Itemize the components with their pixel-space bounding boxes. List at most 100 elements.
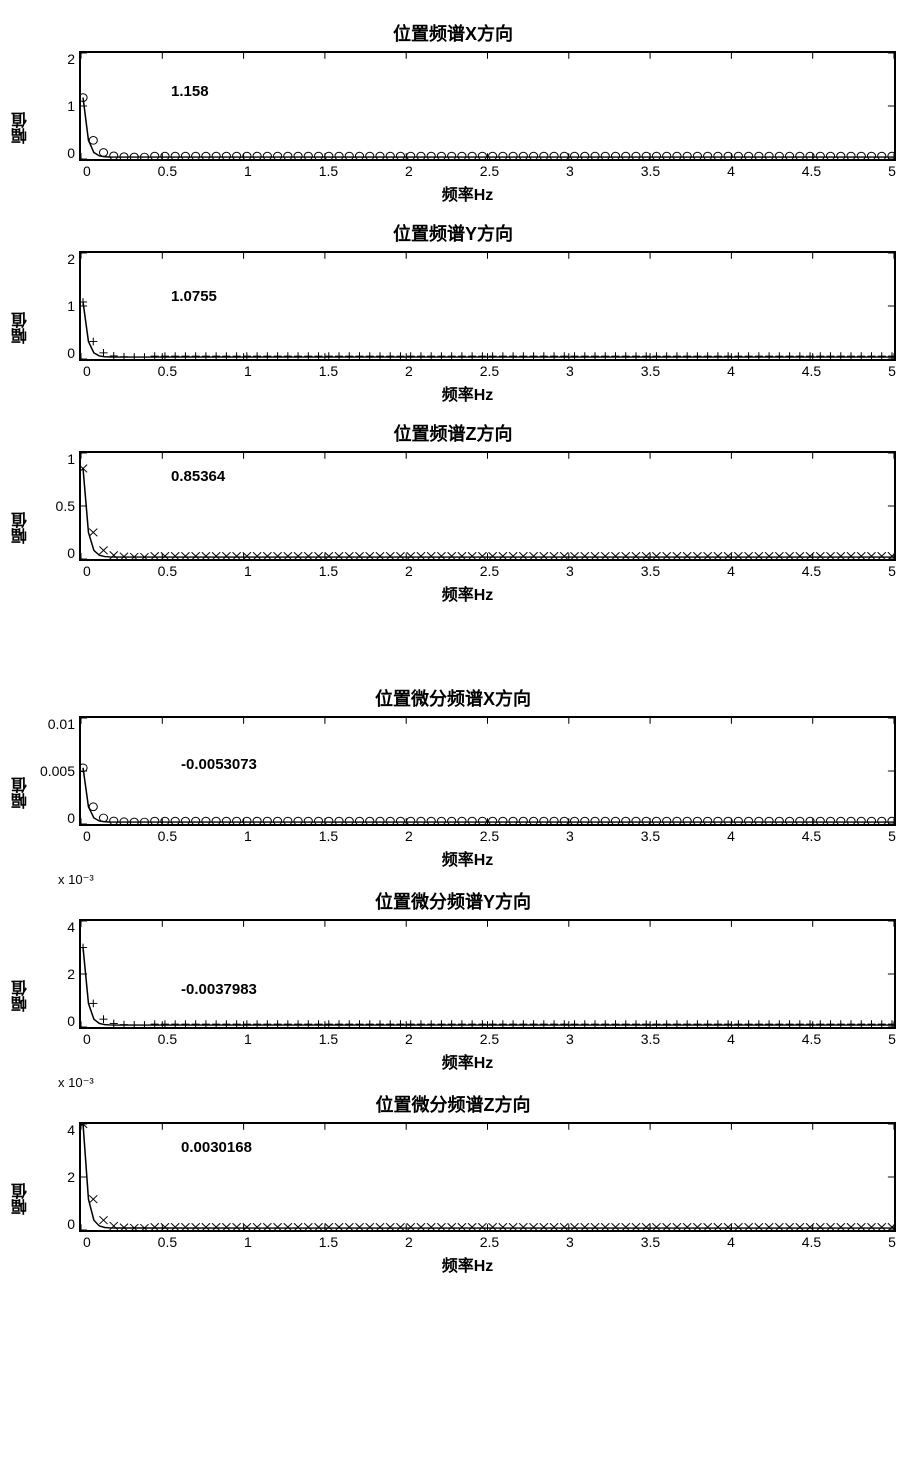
y-axis-label: 幅值 <box>10 1183 34 1215</box>
x-tick-label: 1 <box>244 828 252 844</box>
x-tick-label: 0.5 <box>158 363 177 379</box>
y-tick-label: 0.01 <box>48 716 75 732</box>
y-tick-label: 0.005 <box>40 763 75 779</box>
x-tick-label: 0.5 <box>158 163 177 179</box>
x-tick-label: 4.5 <box>802 1031 821 1047</box>
x-tick-label: 1.5 <box>319 1031 338 1047</box>
x-tick-label: 0 <box>83 163 91 179</box>
x-tick-label: 3 <box>566 828 574 844</box>
spectrum-plot <box>81 253 894 359</box>
plot-area: 1.0755 <box>79 251 896 361</box>
plot-area: 1.158 <box>79 51 896 161</box>
chart-title: 位置微分频谱Z方向 <box>10 1091 896 1117</box>
y-tick-label: 1 <box>67 451 75 467</box>
y-tick-label: 2 <box>67 1169 75 1185</box>
x-tick-label: 0.5 <box>158 563 177 579</box>
x-tick-label: 3.5 <box>641 1031 660 1047</box>
x-tick-label: 3.5 <box>641 828 660 844</box>
y-tick-labels: 4 2 0 <box>39 1122 79 1232</box>
x-tick-label: 4 <box>727 563 735 579</box>
y-tick-label: 0 <box>67 345 75 361</box>
x-tick-label: 3 <box>566 363 574 379</box>
chart-title: 位置频谱Y方向 <box>10 220 896 246</box>
x-tick-labels: 00.511.522.533.544.55 <box>39 1234 896 1250</box>
x-tick-label: 3.5 <box>641 363 660 379</box>
x-tick-label: 5 <box>888 563 896 579</box>
x-tick-label: 4.5 <box>802 363 821 379</box>
x-tick-label: 3 <box>566 1031 574 1047</box>
spectrum-plot <box>81 718 894 824</box>
y-tick-labels: 0.010.0050 <box>39 716 79 826</box>
y-tick-labels: 210 <box>39 51 79 161</box>
x-tick-label: 2 <box>405 1031 413 1047</box>
y-tick-labels: 2 1 0 <box>39 251 79 361</box>
y-tick-label: 4 <box>67 1122 75 1138</box>
x-tick-label: 3.5 <box>641 163 660 179</box>
spectrum-plot <box>81 53 894 159</box>
x-tick-label: 4 <box>727 1234 735 1250</box>
x-tick-label: 2 <box>405 828 413 844</box>
x-tick-label: 0 <box>83 828 91 844</box>
x-tick-label: 1.5 <box>319 1234 338 1250</box>
x-tick-labels: 00.511.522.533.544.55 <box>39 363 896 379</box>
x-tick-label: 0 <box>83 563 91 579</box>
spectrum-plot <box>81 1124 894 1230</box>
x-tick-label: 0 <box>83 363 91 379</box>
x-tick-label: 0 <box>83 1031 91 1047</box>
axis-exponent: x 10⁻³ <box>58 872 94 888</box>
x-tick-label: 2 <box>405 563 413 579</box>
y-tick-label: 4 <box>67 919 75 935</box>
y-axis-label: 幅值 <box>10 980 34 1012</box>
x-tick-label: 3 <box>566 1234 574 1250</box>
x-tick-labels: 00.511.522.533.544.55 <box>39 163 896 179</box>
x-tick-label: 4.5 <box>802 828 821 844</box>
plot-area: 0.0030168 <box>79 1122 896 1232</box>
chart-x: 位置频谱X方向幅值2101.15800.511.522.533.544.55频率… <box>10 20 896 205</box>
x-tick-label: 2.5 <box>480 363 499 379</box>
x-tick-label: 2 <box>405 1234 413 1250</box>
x-axis-label: 频率Hz <box>39 181 896 205</box>
y-tick-label: 2 <box>67 51 75 67</box>
y-tick-label: 0 <box>67 1216 75 1232</box>
chart-title: 位置微分频谱X方向 <box>10 685 896 711</box>
y-tick-labels: 4 2 0 <box>39 919 79 1029</box>
x-tick-label: 3 <box>566 163 574 179</box>
y-axis-label: 幅值 <box>10 312 34 344</box>
x-tick-label: 5 <box>888 1031 896 1047</box>
x-tick-label: 4 <box>727 828 735 844</box>
x-tick-labels: 0 0.5 1 1.5 2 2.5 3 3.5 4 4.5 5 <box>39 828 896 844</box>
y-tick-label: 1 <box>67 298 75 314</box>
x-tick-label: 4.5 <box>802 563 821 579</box>
y-tick-labels: 10.50 <box>39 451 79 561</box>
x-tick-label: 0.5 <box>158 1031 177 1047</box>
y-tick-label: 2 <box>67 966 75 982</box>
y-axis-label: 幅值 <box>10 112 34 144</box>
x-axis-label: 频率Hz <box>39 381 896 405</box>
chart-title: 位置微分频谱Y方向 <box>10 888 896 914</box>
x-tick-label: 2.5 <box>480 828 499 844</box>
chart-dy: 位置微分频谱Y方向x 10⁻³幅值420-0.003798300.511.522… <box>10 888 896 1073</box>
x-tick-label: 4 <box>727 163 735 179</box>
x-tick-label: 3 <box>566 563 574 579</box>
y-tick-label: 1 <box>67 98 75 114</box>
chart-z: 位置频谱Z方向幅值10.500.8536400.511.522.533.544.… <box>10 420 896 605</box>
plot-area: -0.0037983 <box>79 919 896 1029</box>
y-axis-label: 幅值 <box>10 777 34 809</box>
x-tick-label: 1 <box>244 563 252 579</box>
x-tick-labels: 00.511.522.533.544.55 <box>39 563 896 579</box>
y-tick-label: 0 <box>67 1013 75 1029</box>
x-tick-label: 1 <box>244 1234 252 1250</box>
x-tick-label: 0 <box>83 1234 91 1250</box>
x-tick-label: 2 <box>405 363 413 379</box>
x-tick-label: 2.5 <box>480 563 499 579</box>
x-tick-label: 0.5 <box>158 828 177 844</box>
x-tick-label: 1.5 <box>319 363 338 379</box>
x-tick-label: 2.5 <box>480 163 499 179</box>
y-tick-label: 2 <box>67 251 75 267</box>
x-tick-label: 1.5 <box>319 828 338 844</box>
chart-group-1: 位置微分频谱X方向幅值0.010.0050-0.005307300.511.52… <box>10 685 896 1276</box>
x-tick-label: 3.5 <box>641 1234 660 1250</box>
x-tick-label: 5 <box>888 828 896 844</box>
x-tick-label: 5 <box>888 163 896 179</box>
chart-dz: 位置微分频谱Z方向x 10⁻³幅值4200.003016800.511.522.… <box>10 1091 896 1276</box>
